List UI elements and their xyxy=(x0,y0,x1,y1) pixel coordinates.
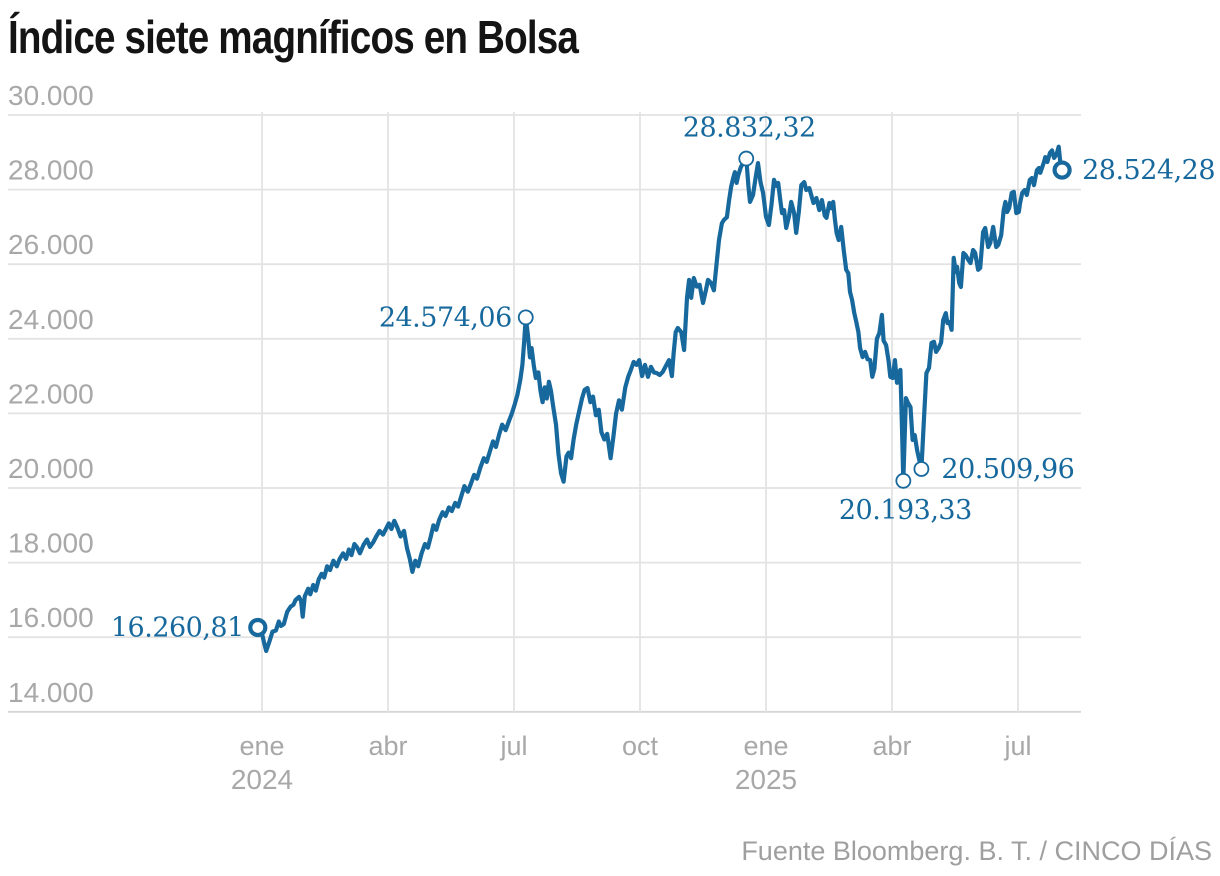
annotation-marker xyxy=(738,150,755,167)
y-tick-label: 20.000 xyxy=(8,453,94,484)
annotation-label: 24.574,06 xyxy=(379,302,512,333)
y-tick-label: 16.000 xyxy=(8,602,94,633)
annotation-marker xyxy=(913,461,930,477)
annotation-marker xyxy=(1052,160,1072,180)
annotation-label: 28.832,32 xyxy=(683,113,816,144)
x-tick-year-label: 2024 xyxy=(231,764,293,795)
x-tick-label: ene xyxy=(743,731,788,761)
annotation-label: 16.260,81 xyxy=(111,612,244,643)
y-tick-label: 26.000 xyxy=(8,229,94,260)
x-tick-label: abr xyxy=(872,731,911,761)
x-tick-year-label: 2025 xyxy=(735,764,797,795)
y-tick-label: 24.000 xyxy=(8,304,94,335)
annotation-marker xyxy=(248,617,268,638)
annotation-label: 20.509,96 xyxy=(941,454,1074,485)
y-tick-label: 28.000 xyxy=(8,155,94,186)
x-tick-label: jul xyxy=(1003,731,1031,761)
annotation-label: 28.524,28 xyxy=(1082,155,1215,186)
x-tick-label: jul xyxy=(499,731,527,761)
x-tick-label: abr xyxy=(368,731,407,761)
annotation-marker xyxy=(517,309,534,326)
source-credit: Fuente Bloomberg. B. T. / CINCO DÍAS xyxy=(741,836,1212,866)
y-tick-label: 14.000 xyxy=(8,677,94,708)
series-line xyxy=(255,144,1065,654)
annotation-marker xyxy=(895,472,912,489)
y-tick-label: 18.000 xyxy=(8,528,94,559)
x-tick-label: ene xyxy=(239,731,284,761)
y-tick-label: 22.000 xyxy=(8,378,94,409)
chart-title: Índice siete magníficos en Bolsa xyxy=(8,11,579,63)
x-tick-label: oct xyxy=(622,731,659,761)
y-tick-label: 30.000 xyxy=(8,80,94,111)
annotation-label: 20.193,33 xyxy=(839,495,972,526)
